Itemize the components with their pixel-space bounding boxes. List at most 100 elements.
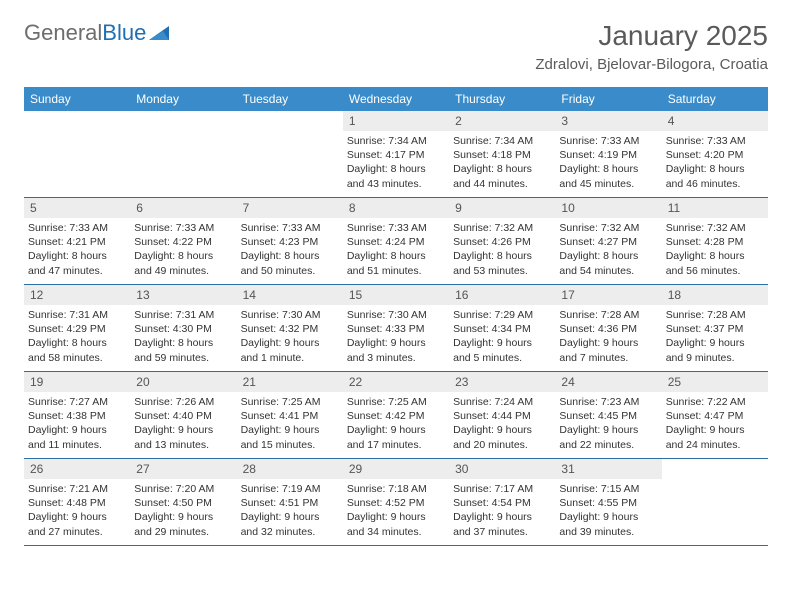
week-row: 1Sunrise: 7:34 AMSunset: 4:17 PMDaylight… xyxy=(24,111,768,198)
day-number: 2 xyxy=(449,111,555,131)
day-line: Sunset: 4:36 PM xyxy=(559,322,657,336)
weekday-saturday: Saturday xyxy=(662,87,768,111)
day-line: Daylight: 9 hours xyxy=(453,510,551,524)
day-cell: 16Sunrise: 7:29 AMSunset: 4:34 PMDayligh… xyxy=(449,285,555,371)
day-line: Daylight: 9 hours xyxy=(347,336,445,350)
weekday-tuesday: Tuesday xyxy=(237,87,343,111)
day-line: and 9 minutes. xyxy=(666,351,764,365)
week-row: 12Sunrise: 7:31 AMSunset: 4:29 PMDayligh… xyxy=(24,285,768,372)
day-line: Daylight: 9 hours xyxy=(28,423,126,437)
day-line: Daylight: 8 hours xyxy=(666,162,764,176)
day-text: Sunrise: 7:34 AMSunset: 4:18 PMDaylight:… xyxy=(449,134,555,191)
logo-text-blue: Blue xyxy=(102,20,146,46)
day-line: Sunset: 4:45 PM xyxy=(559,409,657,423)
day-line: and 54 minutes. xyxy=(559,264,657,278)
day-line: Daylight: 8 hours xyxy=(134,336,232,350)
day-number: 23 xyxy=(449,372,555,392)
day-number: 3 xyxy=(555,111,661,131)
day-number: 1 xyxy=(343,111,449,131)
day-line: and 51 minutes. xyxy=(347,264,445,278)
day-number xyxy=(130,111,236,117)
day-line: Sunset: 4:44 PM xyxy=(453,409,551,423)
day-text: Sunrise: 7:25 AMSunset: 4:42 PMDaylight:… xyxy=(343,395,449,452)
day-line: Sunset: 4:26 PM xyxy=(453,235,551,249)
day-number: 20 xyxy=(130,372,236,392)
day-text: Sunrise: 7:33 AMSunset: 4:21 PMDaylight:… xyxy=(24,221,130,278)
day-line: Daylight: 8 hours xyxy=(241,249,339,263)
day-number: 10 xyxy=(555,198,661,218)
day-line: Sunrise: 7:25 AM xyxy=(347,395,445,409)
day-text: Sunrise: 7:26 AMSunset: 4:40 PMDaylight:… xyxy=(130,395,236,452)
day-line: Sunset: 4:18 PM xyxy=(453,148,551,162)
day-line: and 1 minute. xyxy=(241,351,339,365)
day-line: Sunset: 4:27 PM xyxy=(559,235,657,249)
day-text: Sunrise: 7:28 AMSunset: 4:36 PMDaylight:… xyxy=(555,308,661,365)
day-line: Sunset: 4:34 PM xyxy=(453,322,551,336)
day-line: Sunset: 4:51 PM xyxy=(241,496,339,510)
day-cell xyxy=(130,111,236,197)
day-text: Sunrise: 7:33 AMSunset: 4:23 PMDaylight:… xyxy=(237,221,343,278)
day-line: Daylight: 9 hours xyxy=(134,510,232,524)
day-line: Sunset: 4:29 PM xyxy=(28,322,126,336)
weekday-thursday: Thursday xyxy=(449,87,555,111)
day-line: and 27 minutes. xyxy=(28,525,126,539)
day-number: 19 xyxy=(24,372,130,392)
day-line: Sunset: 4:24 PM xyxy=(347,235,445,249)
day-text: Sunrise: 7:31 AMSunset: 4:29 PMDaylight:… xyxy=(24,308,130,365)
day-line: and 7 minutes. xyxy=(559,351,657,365)
day-line: and 17 minutes. xyxy=(347,438,445,452)
day-line: and 50 minutes. xyxy=(241,264,339,278)
day-number xyxy=(237,111,343,117)
day-cell: 29Sunrise: 7:18 AMSunset: 4:52 PMDayligh… xyxy=(343,459,449,545)
day-line: Sunset: 4:23 PM xyxy=(241,235,339,249)
day-line: Sunrise: 7:20 AM xyxy=(134,482,232,496)
day-line: Daylight: 9 hours xyxy=(559,423,657,437)
day-line: Sunrise: 7:15 AM xyxy=(559,482,657,496)
day-line: Daylight: 8 hours xyxy=(347,162,445,176)
day-line: Sunset: 4:32 PM xyxy=(241,322,339,336)
day-text: Sunrise: 7:17 AMSunset: 4:54 PMDaylight:… xyxy=(449,482,555,539)
day-line: Sunrise: 7:33 AM xyxy=(28,221,126,235)
day-number: 16 xyxy=(449,285,555,305)
day-line: Daylight: 9 hours xyxy=(666,423,764,437)
day-line: Sunset: 4:41 PM xyxy=(241,409,339,423)
day-text: Sunrise: 7:22 AMSunset: 4:47 PMDaylight:… xyxy=(662,395,768,452)
day-cell: 9Sunrise: 7:32 AMSunset: 4:26 PMDaylight… xyxy=(449,198,555,284)
day-number xyxy=(24,111,130,117)
week-row: 26Sunrise: 7:21 AMSunset: 4:48 PMDayligh… xyxy=(24,459,768,546)
day-line: and 20 minutes. xyxy=(453,438,551,452)
title-block: January 2025 Zdralovi, Bjelovar-Bilogora… xyxy=(535,20,768,73)
day-text: Sunrise: 7:20 AMSunset: 4:50 PMDaylight:… xyxy=(130,482,236,539)
day-line: Sunset: 4:30 PM xyxy=(134,322,232,336)
day-text: Sunrise: 7:33 AMSunset: 4:24 PMDaylight:… xyxy=(343,221,449,278)
day-cell: 20 Sunrise: 7:26 AMSunset: 4:40 PMDayligh… xyxy=(130,372,236,458)
day-number: 14 xyxy=(237,285,343,305)
day-number: 27 xyxy=(130,459,236,479)
day-line: Sunset: 4:21 PM xyxy=(28,235,126,249)
day-line: Sunset: 4:38 PM xyxy=(28,409,126,423)
day-line: and 44 minutes. xyxy=(453,177,551,191)
day-line: and 34 minutes. xyxy=(347,525,445,539)
logo: GeneralBlue xyxy=(24,20,171,46)
day-cell: 13Sunrise: 7:31 AMSunset: 4:30 PMDayligh… xyxy=(130,285,236,371)
day-line: Sunrise: 7:29 AM xyxy=(453,308,551,322)
day-text: Sunrise: 7:27 AMSunset: 4:38 PMDaylight:… xyxy=(24,395,130,452)
day-line: Sunset: 4:50 PM xyxy=(134,496,232,510)
day-number: 26 xyxy=(24,459,130,479)
day-cell: 2 Sunrise: 7:34 AMSunset: 4:18 PMDaylight… xyxy=(449,111,555,197)
day-number: 31 xyxy=(555,459,661,479)
day-line: and 37 minutes. xyxy=(453,525,551,539)
day-number: 28 xyxy=(237,459,343,479)
day-line: Sunset: 4:22 PM xyxy=(134,235,232,249)
day-line: Daylight: 9 hours xyxy=(347,510,445,524)
day-line: and 59 minutes. xyxy=(134,351,232,365)
day-text: Sunrise: 7:30 AMSunset: 4:32 PMDaylight:… xyxy=(237,308,343,365)
day-line: Daylight: 9 hours xyxy=(453,423,551,437)
calendar: Sunday Monday Tuesday Wednesday Thursday… xyxy=(24,87,768,546)
location: Zdralovi, Bjelovar-Bilogora, Croatia xyxy=(535,56,768,73)
weekday-friday: Friday xyxy=(555,87,661,111)
day-cell: 18Sunrise: 7:28 AMSunset: 4:37 PMDayligh… xyxy=(662,285,768,371)
day-line: and 24 minutes. xyxy=(666,438,764,452)
day-line: Daylight: 9 hours xyxy=(559,336,657,350)
day-cell xyxy=(237,111,343,197)
